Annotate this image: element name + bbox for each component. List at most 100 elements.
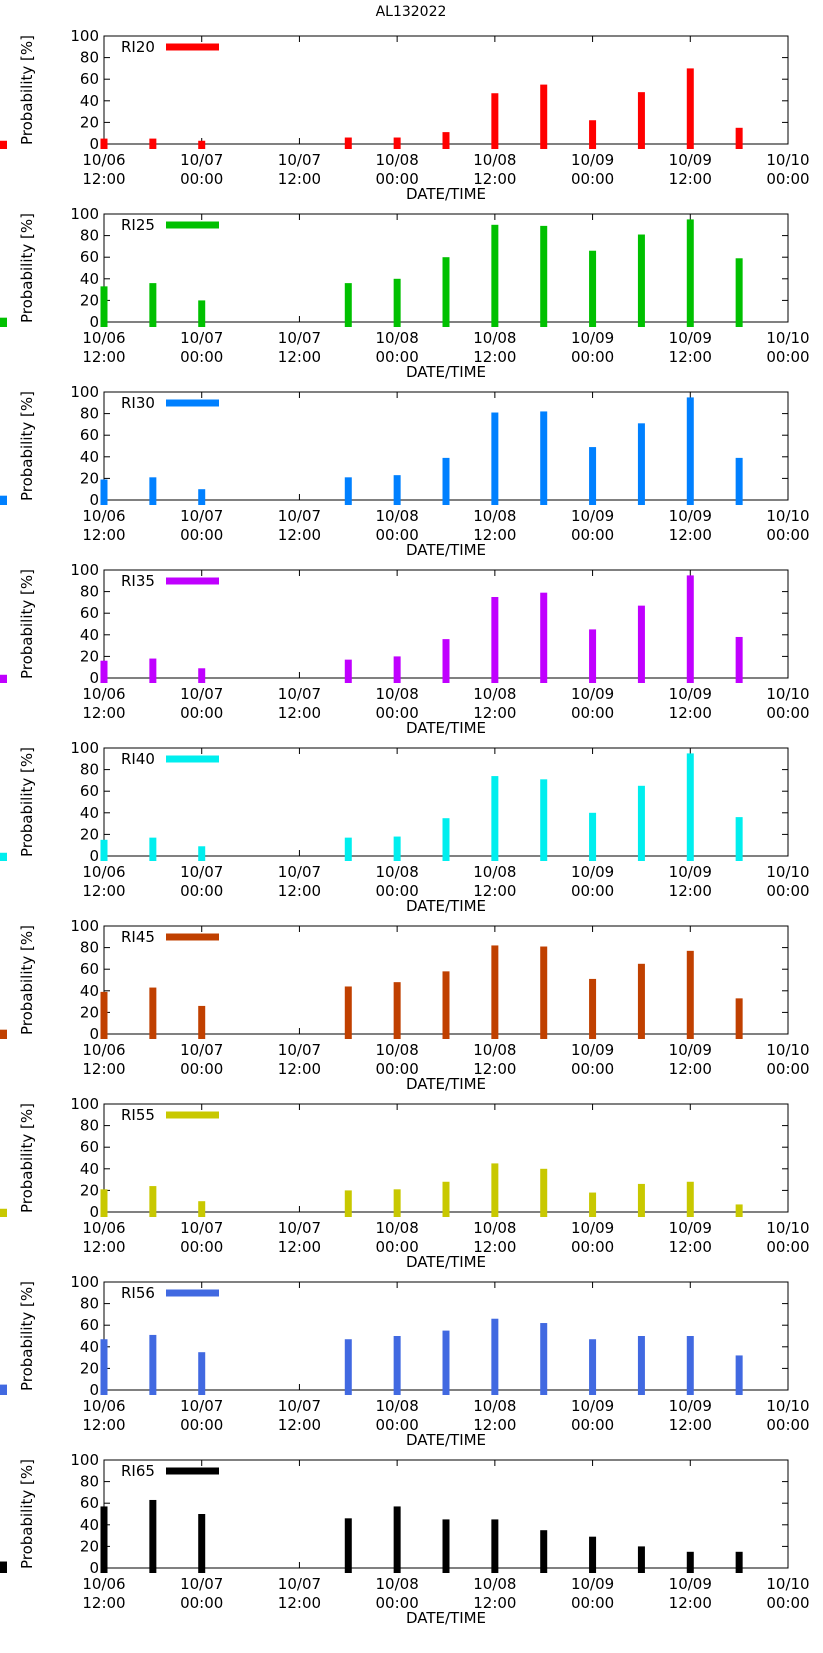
legend-label: RI40 xyxy=(121,750,155,768)
x-tick-date: 10/09 xyxy=(669,1397,712,1415)
x-tick-time: 12:00 xyxy=(473,1594,516,1612)
bar-ri45 xyxy=(442,971,450,1039)
y-tick-label: 40 xyxy=(80,626,99,644)
x-tick-time: 12:00 xyxy=(82,1238,125,1256)
y-tick-label: 100 xyxy=(70,383,99,401)
x-tick-date: 10/09 xyxy=(571,863,614,881)
x-tick-date: 10/06 xyxy=(82,685,125,703)
x-tick-date: 10/09 xyxy=(669,151,712,169)
bar-ri65 xyxy=(686,1551,694,1573)
x-tick-date: 10/08 xyxy=(376,151,419,169)
bar-ri25 xyxy=(589,250,597,327)
y-axis-label: Probability [%] xyxy=(18,925,36,1035)
bar-ri35 xyxy=(491,597,499,683)
y-axis-label: Probability [%] xyxy=(18,391,36,501)
y-tick-label: 80 xyxy=(80,227,99,245)
y-tick-label: 0 xyxy=(89,669,99,687)
x-tick-time: 12:00 xyxy=(473,882,516,900)
bar-ri30 xyxy=(686,397,694,505)
x-tick-date: 10/07 xyxy=(180,329,223,347)
x-tick-time: 00:00 xyxy=(180,1238,223,1256)
bar-ri30 xyxy=(540,411,548,505)
bar-ri55 xyxy=(344,1190,352,1217)
x-axis-label: DATE/TIME xyxy=(406,1431,486,1449)
bar-ri55 xyxy=(442,1181,450,1217)
x-tick-time: 00:00 xyxy=(180,882,223,900)
x-tick-date: 10/08 xyxy=(473,1397,516,1415)
x-tick-date: 10/08 xyxy=(473,329,516,347)
y-tick-label: 20 xyxy=(80,1537,99,1555)
x-tick-time: 12:00 xyxy=(669,1416,712,1434)
panel-ri30: 02040608010010/0612:0010/0700:0010/0712:… xyxy=(0,383,810,559)
x-tick-time: 00:00 xyxy=(180,704,223,722)
y-tick-label: 60 xyxy=(80,960,99,978)
y-tick-label: 40 xyxy=(80,982,99,1000)
bar-ri65 xyxy=(637,1546,645,1573)
x-tick-time: 00:00 xyxy=(766,1060,809,1078)
x-tick-time: 12:00 xyxy=(82,704,125,722)
bar-ri65 xyxy=(540,1530,548,1573)
bar-ri35 xyxy=(344,659,352,683)
x-tick-date: 10/10 xyxy=(766,863,809,881)
bar-ri35 xyxy=(0,674,7,683)
x-tick-date: 10/08 xyxy=(376,1397,419,1415)
bar-ri40 xyxy=(100,839,108,861)
y-tick-label: 40 xyxy=(80,448,99,466)
x-tick-date: 10/08 xyxy=(473,507,516,525)
y-tick-label: 60 xyxy=(80,248,99,266)
x-tick-time: 00:00 xyxy=(766,1238,809,1256)
x-tick-time: 00:00 xyxy=(766,526,809,544)
x-tick-date: 10/10 xyxy=(766,1397,809,1415)
bar-ri45 xyxy=(198,1005,206,1039)
x-tick-date: 10/08 xyxy=(473,151,516,169)
x-tick-date: 10/06 xyxy=(82,1219,125,1237)
bar-ri40 xyxy=(637,785,645,861)
y-tick-label: 20 xyxy=(80,647,99,665)
x-tick-date: 10/08 xyxy=(376,1575,419,1593)
panel-ri25: 02040608010010/0612:0010/0700:0010/0712:… xyxy=(0,205,810,381)
y-tick-label: 80 xyxy=(80,939,99,957)
bar-ri55 xyxy=(198,1201,206,1217)
x-tick-time: 00:00 xyxy=(376,170,419,188)
y-axis-label: Probability [%] xyxy=(18,569,36,679)
x-tick-time: 12:00 xyxy=(278,1416,321,1434)
bar-ri56 xyxy=(100,1339,108,1395)
y-tick-label: 80 xyxy=(80,1473,99,1491)
bar-ri65 xyxy=(491,1519,499,1573)
x-tick-date: 10/09 xyxy=(669,863,712,881)
bar-ri25 xyxy=(540,225,548,327)
x-tick-date: 10/08 xyxy=(473,1575,516,1593)
x-tick-time: 00:00 xyxy=(766,1594,809,1612)
panel-ri45: 02040608010010/0612:0010/0700:0010/0712:… xyxy=(0,917,810,1093)
bar-ri56 xyxy=(0,1384,7,1395)
x-tick-time: 12:00 xyxy=(669,704,712,722)
x-tick-date: 10/10 xyxy=(766,329,809,347)
x-axis-label: DATE/TIME xyxy=(406,897,486,915)
x-tick-time: 00:00 xyxy=(376,882,419,900)
y-tick-label: 100 xyxy=(70,739,99,757)
bar-ri40 xyxy=(198,846,206,861)
bar-ri35 xyxy=(735,636,743,683)
x-tick-date: 10/08 xyxy=(473,1041,516,1059)
y-tick-label: 60 xyxy=(80,1316,99,1334)
x-tick-time: 00:00 xyxy=(571,1238,614,1256)
bar-ri30 xyxy=(393,475,401,505)
x-tick-time: 00:00 xyxy=(766,170,809,188)
x-tick-date: 10/09 xyxy=(571,151,614,169)
x-tick-date: 10/07 xyxy=(180,151,223,169)
x-tick-time: 00:00 xyxy=(571,704,614,722)
y-tick-label: 20 xyxy=(80,1181,99,1199)
panel-ri65: 02040608010010/0612:0010/0700:0010/0712:… xyxy=(0,1451,810,1627)
x-tick-time: 00:00 xyxy=(376,704,419,722)
bar-ri40 xyxy=(540,779,548,861)
y-tick-label: 20 xyxy=(80,469,99,487)
plot-frame xyxy=(103,35,789,145)
y-tick-label: 60 xyxy=(80,426,99,444)
x-tick-time: 12:00 xyxy=(278,526,321,544)
bar-ri65 xyxy=(0,1561,7,1573)
x-tick-date: 10/07 xyxy=(278,507,321,525)
y-tick-label: 40 xyxy=(80,804,99,822)
bar-ri25 xyxy=(442,257,450,327)
bar-ri20 xyxy=(589,120,597,149)
bar-ri55 xyxy=(393,1189,401,1217)
